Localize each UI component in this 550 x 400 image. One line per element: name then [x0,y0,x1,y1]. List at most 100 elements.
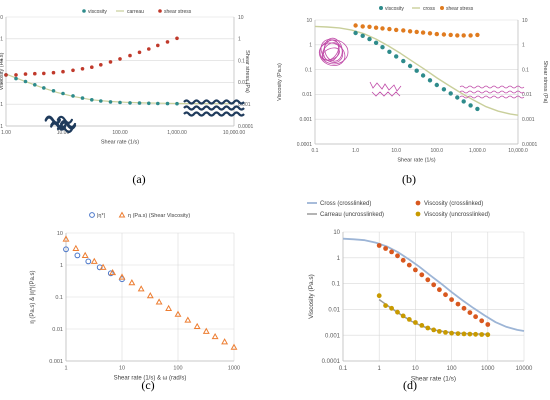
shear-stress-point [71,68,75,73]
shear-stress-point [441,32,447,37]
y2-tick-label: 0.1 [238,58,245,64]
y2-tick-label: 0.001 [522,117,535,123]
shear-viscosity-point [193,322,201,330]
complex-viscosity-point [74,252,81,259]
complex-viscosity-point [107,270,114,277]
viscosity-point [147,101,151,106]
shear-stress-point [42,71,46,76]
viscosity-crosslinked-point [406,262,412,268]
x-tick-label: 0.1 [339,366,348,372]
legend-marker-viscosity [82,9,86,13]
y2-tick-label: 0.1 [522,67,529,73]
y-tick-label: 0.001 [0,102,3,108]
shear-stress-point [33,71,37,76]
shear-stress-point [373,25,379,30]
viscosity-point [468,103,473,108]
viscosity-crosslinked-point [467,310,473,315]
y-tick-label: 0.001 [325,333,341,339]
cross-crosslinked-line [342,237,525,332]
viscosity-uncrosslinked-point [376,293,382,299]
shear-viscosity-point [211,332,219,340]
panel-2-axes: 0.001 0.01 0.1 1 10 1 10 100 1000 Shear rate (1/s… [30,231,240,382]
x-tick-label: 100.0 [431,148,444,154]
viscosity-point [33,83,37,87]
y2-tick-label: 0.0001 [238,124,254,130]
shear-viscosity-point [109,268,117,276]
tangle-strand [371,91,401,97]
viscosity-uncrosslinked-point [437,329,442,334]
viscosity-point [128,101,132,105]
shear-viscosity-point [165,304,173,311]
viscosity-crosslinked-point [413,267,418,273]
viscosity-point [108,100,113,104]
y-tick-label: 0.001 [299,117,312,123]
viscosity-point [380,45,385,50]
shear-stress-point [147,47,151,51]
y-tick-label: 0.1 [332,282,341,288]
viscosity-crosslinked-point [419,272,425,278]
viscosity-uncrosslinked-point [443,330,448,335]
x-tick-label: 1.00 [1,130,11,136]
shear-stress-point [387,26,392,32]
viscosity-point [90,98,94,102]
x-tick-label: 100 [447,366,458,372]
shear-stress-point [427,31,433,36]
legend-d: Cross (crosslinked) Viscosity (crosslinke… [307,200,490,218]
viscosity-crosslinked-point [400,257,406,263]
y2-tick-label: 0.001 [238,102,251,108]
shear-viscosity-point [137,285,145,292]
series-carreau-line [5,73,234,105]
ball-strand [321,47,340,61]
viscosity-point [80,96,85,100]
viscosity-uncrosslinked-point [406,317,412,322]
legend-label: Cross (crosslinked) [320,201,371,207]
viscosity-point [434,82,439,88]
y-tick-label: 1 [0,37,3,43]
panel-label-b: (b) [402,172,416,186]
shear-viscosity-point [90,257,98,264]
viscosity-crosslinked-point [461,305,467,311]
panel-3-axes: 0.0001 0.001 0.01 0.1 1 10 0.1 1 10 100 1000 10000 S… [308,230,533,382]
legend-label: cross [423,6,435,12]
legend-marker-complex [89,212,95,218]
viscosity-uncrosslinked-point [467,331,473,337]
viscosity-point [23,79,28,84]
legend-label: viscosity [385,6,404,12]
viscosity-point [414,68,419,73]
viscosity-crosslinked-point [485,322,491,327]
viscosity-point [165,101,170,106]
shear-stress-point [461,33,466,38]
y2-tick-label: 0.01 [522,92,532,98]
x-tick-label: 10.0 [391,148,401,154]
coil-strands [44,115,77,134]
viscosity-point [61,91,65,96]
viscosity-point [387,49,392,54]
x-tick-label: 10,000.00 [223,130,245,136]
y2-axis-title: Shear stress (Pa) [244,50,250,93]
x-tick-label: 1000 [228,366,240,372]
shear-stress-point [455,33,460,38]
shear-viscosity-point [230,343,238,350]
panel-0-axes: 0.0001 0.0001 0.001 0.001 0.01 0.01 0.1 0.1 1 1 10… [0,15,254,146]
shear-viscosity-point [99,263,107,270]
y-tick-label: 10 [333,230,340,236]
viscosity-point [461,99,466,104]
y-tick-label: 0.0001 [322,359,341,365]
shear-stress-point [118,57,122,61]
viscosity-uncrosslinked-point [395,309,400,315]
viscosity-uncrosslinked-point [479,332,485,337]
coiled-polymer-illustration [44,115,77,134]
x-axis-title: Shear rate (1/s) [101,140,139,146]
y2-tick-label: 0.01 [238,80,248,86]
y-tick-label: 0.1 [55,295,63,301]
aligned-pink-illustration [459,85,525,99]
viscosity-point [175,101,179,106]
x-axis-title: Shear rate (1/s) [411,376,456,383]
shear-viscosity-point [81,251,89,258]
x-tick-label: 1,000.0 [469,148,486,154]
viscosity-uncrosslinked-point [389,305,394,311]
y-tick-label: 0.001 [49,359,63,365]
x-tick-label: 1 [378,366,382,372]
aligned-strand [459,95,525,99]
legend-marker-shear-stress [440,6,444,10]
